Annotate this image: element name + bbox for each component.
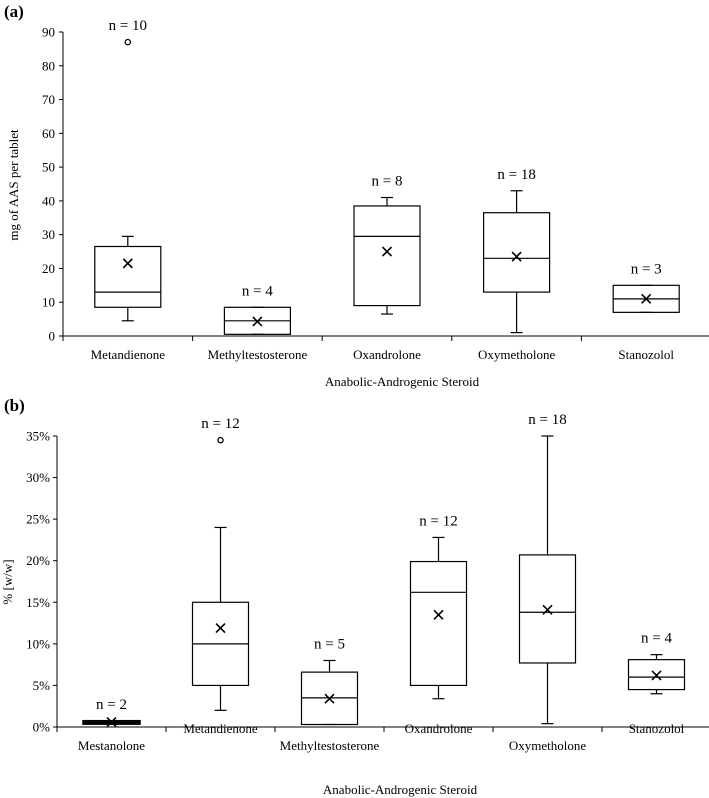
panel-a-category-label: Oxandrolone [353,347,421,362]
panel-a-n-label: n = 8 [372,174,403,190]
panel-b-mean-marker [433,609,444,620]
panel-a-y-tick-label: 10 [42,295,55,310]
panel-a-mean-stroke [381,246,393,257]
panel-a-y-tick-label: 90 [42,25,55,40]
panel-a-iqr-box [94,245,162,308]
panel-a-category-label: Metandienone [91,347,166,362]
panel-b-n-label: n = 12 [419,513,457,529]
panel-b-category-label: Mestanolone [78,738,145,753]
panel-a-iqr-box [483,212,551,293]
panel-a-mean-stroke [252,316,263,327]
panel-b-x-axis-title: Anabolic-Androgenic Steroid [323,782,478,797]
panel-a-y-tick-label: 70 [42,92,55,107]
panel-b-mean-stroke [651,670,662,681]
panel-b-n-label: n = 5 [314,636,345,652]
panel-a-mean-marker [511,251,522,262]
panel-a-y-tick-label: 50 [42,160,55,175]
panel-b-n-label: n = 18 [528,412,566,428]
panel-b-mean-stroke [324,693,335,704]
panel-b-y-tick-label: 20% [26,553,50,568]
panel-a-mean-marker [641,293,652,304]
panel-a-y-axis-title: mg of AAS per tablet [6,129,21,241]
panel-b-y-tick-label: 25% [26,512,50,527]
panel-b-box-2: Metandienone n = 12 [183,416,258,736]
panel-a-n-label: n = 18 [497,167,535,183]
panel-a-mean-stroke [511,251,522,262]
panel-b-mean-marker [215,622,226,634]
panel-a-iqr-box [353,205,421,307]
panel-b-category-label: Methyltestosterone [280,738,380,753]
panel-b-label: (b) [4,396,25,415]
panel-b-n-label: n = 2 [96,697,127,713]
panel-a-box-5: Stanozolol n = 3 [612,261,680,362]
panel-b-category-label: Metandienone [183,721,258,736]
panel-b-iqr-box [627,659,686,691]
panel-a-mean-marker [252,316,263,327]
panel-b-box-6: Stanozolol n = 4 [627,631,686,736]
panel-a-y-tick-label: 0 [49,329,56,344]
panel-a-box-1: Metandienone n = 10 [91,18,166,362]
panel-a-mean-marker [381,246,393,257]
panel-b-mean-stroke [106,716,117,728]
panel-b-y-tick-label: 35% [26,429,50,444]
panel-a-label: (a) [4,2,24,21]
panel-a-mean-marker [122,258,133,269]
panel-b-mean-marker [651,670,662,681]
panel-b-mean-stroke [542,604,553,615]
panel-b-box-3: Methyltestosterone n = 5 [280,636,380,753]
panel-b-box-5: Oxymetholone n = 18 [509,412,586,753]
panel-b-y-tick-label: 30% [26,470,50,485]
panel-a-mean-stroke [122,258,133,269]
panel-b-n-label: n = 4 [641,631,672,647]
panel-a-n-label: n = 10 [109,18,147,34]
panel-a-y-tick-label: 80 [42,58,55,73]
panel-a-y-tick-label: 20 [42,261,55,276]
panel-b-y-tick-label: 5% [33,678,51,693]
panel-b-box-4: Oxandrolone n = 12 [405,513,473,736]
panel-b-mean-stroke [215,622,226,634]
panel-a-y-tick-label: 40 [42,193,55,208]
panel-a-category-label: Methyltestosterone [208,347,308,362]
panel-b-outlier-point [217,436,224,444]
panel-a-n-label: n = 4 [242,283,273,299]
panel-b-mean-marker [542,604,553,615]
panel-a-y-tick-label: 60 [42,126,55,141]
panel-a-n-label: n = 3 [631,261,662,277]
panel-b-mean-stroke [433,609,444,620]
panel-b-category-label: Stanozolol [629,721,685,736]
panel-b: (b) Anabolic-Androgenic Steroid % [w/w] … [0,396,709,797]
panel-a-y-tick-label: 30 [42,227,55,242]
panel-b-mean-marker [106,716,117,728]
panel-b-mean-marker [324,693,335,704]
panel-a-x-axis-title: Anabolic-Androgenic Steroid [325,374,480,389]
panel-b-box-1: Mestanolone n = 2 [78,697,145,753]
panel-b-y-tick-label: 10% [26,636,50,651]
panel-a-category-label: Oxymetholone [478,347,555,362]
panel-a: (a) Anabolic-Androgenic Steroid mg of AA… [4,2,709,389]
panel-a-outlier-point [124,38,132,46]
panel-b-iqr-box [518,554,577,664]
panel-a-box-3: Oxandrolone n = 8 [353,174,421,362]
panel-a-category-label: Stanozolol [618,347,674,362]
panel-a-box-2: Methyltestosterone n = 4 [208,283,308,362]
panel-b-category-label: Oxymetholone [509,738,586,753]
panel-a-box-4: Oxymetholone n = 18 [478,167,555,362]
panel-b-category-label: Oxandrolone [405,721,473,736]
panel-b-iqr-box [409,560,468,687]
panel-b-y-axis-title: % [w/w] [0,559,15,604]
panel-a-mean-stroke [641,293,652,304]
panel-b-y-tick-label: 0% [33,720,51,735]
panel-b-y-tick-label: 15% [26,595,50,610]
panel-b-n-label: n = 12 [201,416,239,432]
